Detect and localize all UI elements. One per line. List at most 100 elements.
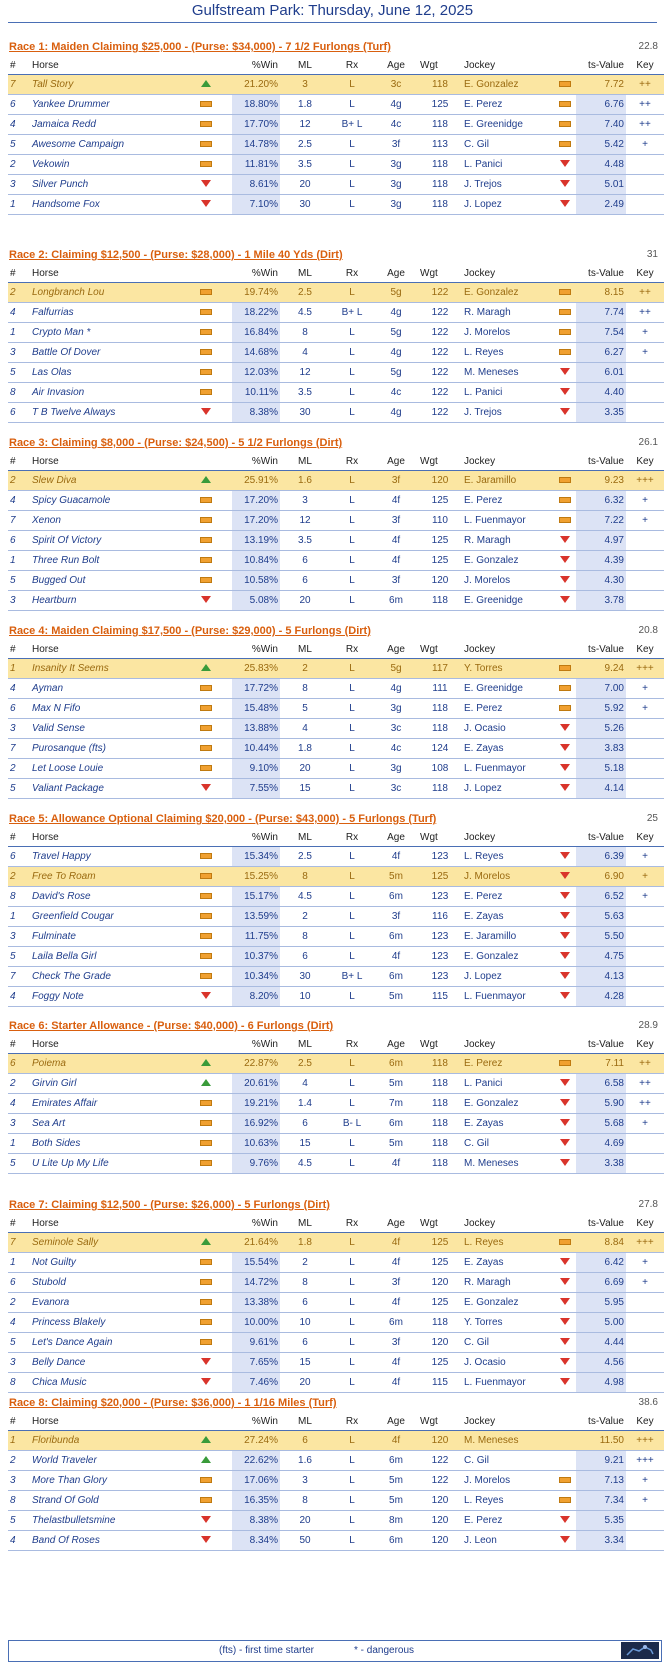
horse-name[interactable]: Sea Art: [30, 1113, 180, 1134]
horse-name[interactable]: Seminole Sally: [30, 1232, 180, 1253]
horse-name[interactable]: Floribunda: [30, 1430, 180, 1451]
table-row[interactable]: 8 Strand Of Gold 16.35% 8 L 5m 120 L. Reyes 7.34…: [8, 1490, 664, 1511]
table-row[interactable]: 4 Princess Blakely 10.00% 10 L 6m 118 Y. Torres…: [8, 1312, 664, 1333]
horse-name[interactable]: Fulminate: [30, 926, 180, 947]
horse-name[interactable]: Free To Roam: [30, 866, 180, 887]
table-row[interactable]: 4 Foggy Note 8.20% 10 L 5m 115 L. Fuenmayor 4.28: [8, 986, 664, 1007]
table-row[interactable]: 7 Purosanque (fts) 10.44% 1.8 L 4c 124 E. Zayas…: [8, 738, 664, 759]
horse-name[interactable]: Girvin Girl: [30, 1073, 180, 1094]
table-row[interactable]: 4 Band Of Roses 8.34% 50 L 6m 120 J. Leon 3.34: [8, 1530, 664, 1551]
horse-name[interactable]: Bugged Out: [30, 570, 180, 591]
table-row[interactable]: 7 Seminole Sally 21.64% 1.8 L 4f 125 L. Reyes 8.…: [8, 1232, 664, 1253]
table-row[interactable]: 7 Check The Grade 10.34% 30 B+ L 6m 123 J. Lope…: [8, 966, 664, 987]
table-row[interactable]: 4 Jamaica Redd 17.70% 12 B+ L 4c 118 E. Greenid…: [8, 114, 664, 135]
table-row[interactable]: 5 Las Olas 12.03% 12 L 5g 122 M. Meneses 6.01: [8, 362, 664, 383]
table-row[interactable]: 5 Bugged Out 10.58% 6 L 3f 120 J. Morelos 4.30: [8, 570, 664, 591]
horse-name[interactable]: Emirates Affair: [30, 1093, 180, 1114]
table-row[interactable]: 6 Max N Fifo 15.48% 5 L 3g 118 E. Perez 5.92 +: [8, 698, 664, 719]
table-row[interactable]: 4 Spicy Guacamole 17.20% 3 L 4f 125 E. Perez 6.3…: [8, 490, 664, 511]
table-row[interactable]: 4 Emirates Affair 19.21% 1.4 L 7m 118 E. Gonzal…: [8, 1093, 664, 1114]
table-row[interactable]: 3 More Than Glory 17.06% 3 L 5m 122 J. Morelos 7…: [8, 1470, 664, 1491]
horse-name[interactable]: Princess Blakely: [30, 1312, 180, 1333]
horse-name[interactable]: Belly Dance: [30, 1352, 180, 1373]
horse-name[interactable]: Greenfield Cougar: [30, 906, 180, 927]
table-row[interactable]: 2 Evanora 13.38% 6 L 4f 125 E. Gonzalez 5.95: [8, 1292, 664, 1313]
table-row[interactable]: 3 Silver Punch 8.61% 20 L 3g 118 J. Trejos 5.01: [8, 174, 664, 195]
table-row[interactable]: 1 Handsome Fox 7.10% 30 L 3g 118 J. Lopez 2.49: [8, 194, 664, 215]
horse-name[interactable]: Evanora: [30, 1292, 180, 1313]
horse-name[interactable]: Battle Of Dover: [30, 342, 180, 363]
table-row[interactable]: 8 Air Invasion 10.11% 3.5 L 4c 122 L. Panici 4.4…: [8, 382, 664, 403]
table-row[interactable]: 7 Tall Story 21.20% 3 L 3c 118 E. Gonzalez 7.72 +…: [8, 74, 664, 95]
horse-name[interactable]: Ayman: [30, 678, 180, 699]
table-row[interactable]: 3 Belly Dance 7.65% 15 L 4f 125 J. Ocasio 4.56: [8, 1352, 664, 1373]
horse-name[interactable]: Foggy Note: [30, 986, 180, 1007]
horse-name[interactable]: Air Invasion: [30, 382, 180, 403]
table-row[interactable]: 6 Stubold 14.72% 8 L 3f 120 R. Maragh 6.69 +: [8, 1272, 664, 1293]
table-row[interactable]: 6 Travel Happy 15.34% 2.5 L 4f 123 L. Reyes 6.39…: [8, 846, 664, 867]
horse-name[interactable]: Longbranch Lou: [30, 282, 180, 303]
table-row[interactable]: 7 Xenon 17.20% 12 L 3f 110 L. Fuenmayor 7.22 +: [8, 510, 664, 531]
horse-name[interactable]: Insanity It Seems: [30, 658, 180, 679]
table-row[interactable]: 1 Crypto Man * 16.84% 8 L 5g 122 J. Morelos 7.54…: [8, 322, 664, 343]
horse-name[interactable]: Max N Fifo: [30, 698, 180, 719]
table-row[interactable]: 8 David's Rose 15.17% 4.5 L 6m 123 E. Perez 6.52…: [8, 886, 664, 907]
horse-name[interactable]: Las Olas: [30, 362, 180, 383]
table-row[interactable]: 5 Valiant Package 7.55% 15 L 3c 118 J. Lopez 4.1…: [8, 778, 664, 799]
horse-name[interactable]: Band Of Roses: [30, 1530, 180, 1551]
table-row[interactable]: 2 World Traveler 22.62% 1.6 L 6m 122 C. Gil 9.21…: [8, 1450, 664, 1471]
horse-name[interactable]: Jamaica Redd: [30, 114, 180, 135]
table-row[interactable]: 2 Longbranch Lou 19.74% 2.5 L 5g 122 E. Gonzale…: [8, 282, 664, 303]
horse-name[interactable]: Strand Of Gold: [30, 1490, 180, 1511]
table-row[interactable]: 5 Awesome Campaign 14.78% 2.5 L 3f 113 C. Gil 5.…: [8, 134, 664, 155]
horse-name[interactable]: Poiema: [30, 1053, 180, 1074]
horse-name[interactable]: Falfurrias: [30, 302, 180, 323]
horse-name[interactable]: Valid Sense: [30, 718, 180, 739]
table-row[interactable]: 1 Both Sides 10.63% 15 L 5m 118 C. Gil 4.69: [8, 1133, 664, 1154]
horse-name[interactable]: Awesome Campaign: [30, 134, 180, 155]
horse-name[interactable]: Slew Diva: [30, 470, 180, 491]
table-row[interactable]: 8 Chica Music 7.46% 20 L 4f 115 L. Fuenmayor 4.9…: [8, 1372, 664, 1393]
table-row[interactable]: 1 Floribunda 27.24% 6 L 4f 120 M. Meneses 11.50 +…: [8, 1430, 664, 1451]
horse-name[interactable]: Silver Punch: [30, 174, 180, 195]
table-row[interactable]: 3 Fulminate 11.75% 8 L 6m 123 E. Jaramillo 5.50: [8, 926, 664, 947]
horse-name[interactable]: David's Rose: [30, 886, 180, 907]
horse-name[interactable]: Three Run Bolt: [30, 550, 180, 571]
table-row[interactable]: 4 Ayman 17.72% 8 L 4g 111 E. Greenidge 7.00 +: [8, 678, 664, 699]
table-row[interactable]: 2 Free To Roam 15.25% 8 L 5m 125 J. Morelos 6.90…: [8, 866, 664, 887]
horse-name[interactable]: Both Sides: [30, 1133, 180, 1154]
horse-name[interactable]: Let's Dance Again: [30, 1332, 180, 1353]
table-row[interactable]: 3 Sea Art 16.92% 6 B- L 6m 118 E. Zayas 5.68 +: [8, 1113, 664, 1134]
horse-name[interactable]: Tall Story: [30, 74, 180, 95]
table-row[interactable]: 3 Heartburn 5.08% 20 L 6m 118 E. Greenidge 3.78: [8, 590, 664, 611]
horse-name[interactable]: Let Loose Louie: [30, 758, 180, 779]
table-row[interactable]: 6 Yankee Drummer 18.80% 1.8 L 4g 125 E. Perez 6.…: [8, 94, 664, 115]
horse-name[interactable]: More Than Glory: [30, 1470, 180, 1491]
horse-name[interactable]: Spirit Of Victory: [30, 530, 180, 551]
horse-name[interactable]: Crypto Man *: [30, 322, 180, 343]
table-row[interactable]: 1 Greenfield Cougar 13.59% 2 L 3f 116 E. Zayas 5…: [8, 906, 664, 927]
table-row[interactable]: 5 Let's Dance Again 9.61% 6 L 3f 120 C. Gil 4.44: [8, 1332, 664, 1353]
horse-name[interactable]: Yankee Drummer: [30, 94, 180, 115]
horse-name[interactable]: Heartburn: [30, 590, 180, 611]
table-row[interactable]: 6 Poiema 22.87% 2.5 L 6m 118 E. Perez 7.11 ++: [8, 1053, 664, 1074]
horse-name[interactable]: Travel Happy: [30, 846, 180, 867]
table-row[interactable]: 2 Girvin Girl 20.61% 4 L 5m 118 L. Panici 6.58 ++: [8, 1073, 664, 1094]
horse-name[interactable]: Check The Grade: [30, 966, 180, 987]
table-row[interactable]: 2 Vekowin 11.81% 3.5 L 3g 118 L. Panici 4.48: [8, 154, 664, 175]
horse-name[interactable]: U Lite Up My Life: [30, 1153, 180, 1174]
table-row[interactable]: 3 Battle Of Dover 14.68% 4 L 4g 122 L. Reyes 6.2…: [8, 342, 664, 363]
horse-name[interactable]: World Traveler: [30, 1450, 180, 1471]
table-row[interactable]: 1 Insanity It Seems 25.83% 2 L 5g 117 Y. Torres…: [8, 658, 664, 679]
horse-name[interactable]: Purosanque (fts): [30, 738, 180, 759]
table-row[interactable]: 5 Thelastbulletsmine 8.38% 20 L 8m 120 E. Perez…: [8, 1510, 664, 1531]
horse-name[interactable]: Not Guilty: [30, 1252, 180, 1273]
table-row[interactable]: 2 Slew Diva 25.91% 1.6 L 3f 120 E. Jaramillo 9.2…: [8, 470, 664, 491]
table-row[interactable]: 4 Falfurrias 18.22% 4.5 B+ L 4g 122 R. Maragh 7.…: [8, 302, 664, 323]
horse-name[interactable]: T B Twelve Always: [30, 402, 180, 423]
horse-name[interactable]: Spicy Guacamole: [30, 490, 180, 511]
horse-name[interactable]: Stubold: [30, 1272, 180, 1293]
horse-name[interactable]: Vekowin: [30, 154, 180, 175]
